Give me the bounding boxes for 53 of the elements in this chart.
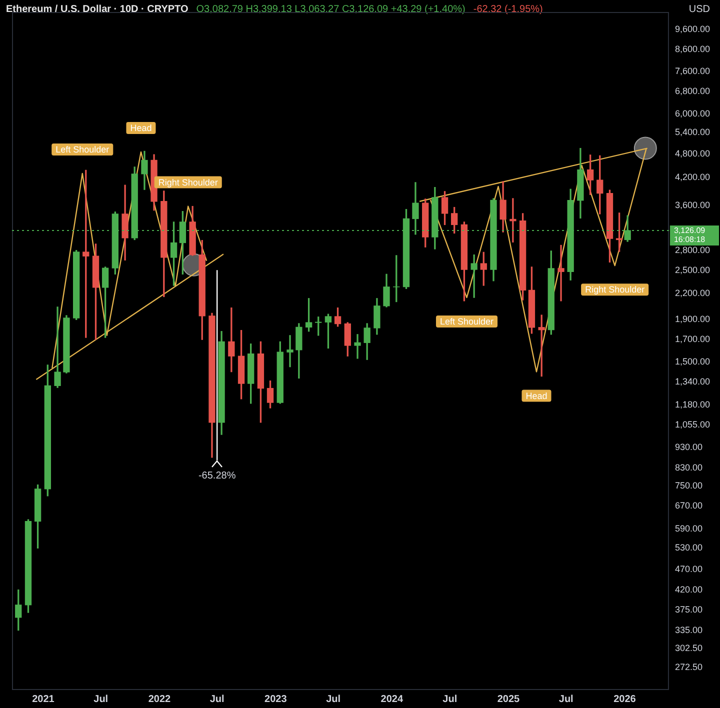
x-tick-label: 2026 xyxy=(614,694,636,705)
annotation: Right Shoulder xyxy=(585,284,645,295)
y-tick-label: 1,055.00 xyxy=(674,419,710,430)
x-tick-label: Jul xyxy=(442,694,458,705)
y-tick-label: 1,700.00 xyxy=(674,334,710,344)
y-tick-label: 2,200.00 xyxy=(674,288,710,298)
annotation: Left Shoulder xyxy=(440,316,494,327)
y-tick-label: 670.00 xyxy=(674,500,702,511)
y-tick-label: 1,900.00 xyxy=(674,314,710,324)
annotation: Head xyxy=(526,390,548,401)
y-tick-label: 9,600.00 xyxy=(674,24,710,34)
x-tick-label: Jul xyxy=(210,694,225,705)
y-tick-label: 530.00 xyxy=(674,542,702,553)
annotation: Left Shoulder xyxy=(56,144,110,154)
y-tick-label: 930.00 xyxy=(674,442,702,452)
x-tick-label: 2024 xyxy=(380,694,404,705)
y-tick-label: 2,800.00 xyxy=(674,244,710,255)
x-tick-label: 2025 xyxy=(497,694,520,705)
y-tick-label: 6,800.00 xyxy=(674,86,710,96)
y-tick-label: 830.00 xyxy=(674,462,702,472)
annotation: -65.28% xyxy=(198,470,236,482)
y-tick-label: 420.00 xyxy=(674,584,702,594)
y-tick-label: 6,000.00 xyxy=(674,108,710,118)
y-tick-label: 375.00 xyxy=(674,604,702,615)
y-tick-label: 4,800.00 xyxy=(674,148,710,158)
y-tick-label: 590.00 xyxy=(674,523,702,534)
x-tick-label: 2021 xyxy=(32,694,55,705)
x-tick-label: Jul xyxy=(558,694,574,705)
y-tick-label: 7,600.00 xyxy=(674,66,710,76)
ref-line-label: 3,126.09 16:08:18 xyxy=(674,226,706,244)
x-tick-label: 2023 xyxy=(264,694,288,705)
y-tick-label: 1,340.00 xyxy=(674,376,710,387)
y-tick-label: 1,180.00 xyxy=(674,399,710,410)
y-tick-label: 8,600.00 xyxy=(674,44,710,54)
annotation: -62.32 (-1.95%) xyxy=(473,4,543,15)
chart-subtitle: O3,082.79 H3,399.13 L3,063.27 C3,126.09 +43.29 (+1.40%) xyxy=(196,4,466,15)
y-tick-label: 750.00 xyxy=(674,480,702,491)
y-tick-label: 470.00 xyxy=(674,564,702,574)
x-tick-label: 2022 xyxy=(148,694,172,705)
y-tick-label: 4,200.00 xyxy=(674,172,710,182)
y-tick-label: 302.50 xyxy=(674,643,702,654)
chart-title: Ethereum / U.S. Dollar · 10D · CRYPTO xyxy=(6,4,188,15)
y-tick-label: 1,500.00 xyxy=(674,356,710,366)
y-axis-title: USD xyxy=(688,4,710,15)
y-tick-label: 3,600.00 xyxy=(674,200,710,210)
y-tick-label: 272.50 xyxy=(674,662,702,672)
y-tick-label: 335.00 xyxy=(674,624,702,635)
x-tick-label: Jul xyxy=(326,694,341,705)
annotation: Head xyxy=(130,122,152,133)
annotation: Right Shoulder xyxy=(158,177,218,188)
y-tick-label: 5,400.00 xyxy=(674,127,710,138)
x-tick-label: Jul xyxy=(94,694,108,705)
y-tick-label: 2,500.00 xyxy=(674,265,710,276)
